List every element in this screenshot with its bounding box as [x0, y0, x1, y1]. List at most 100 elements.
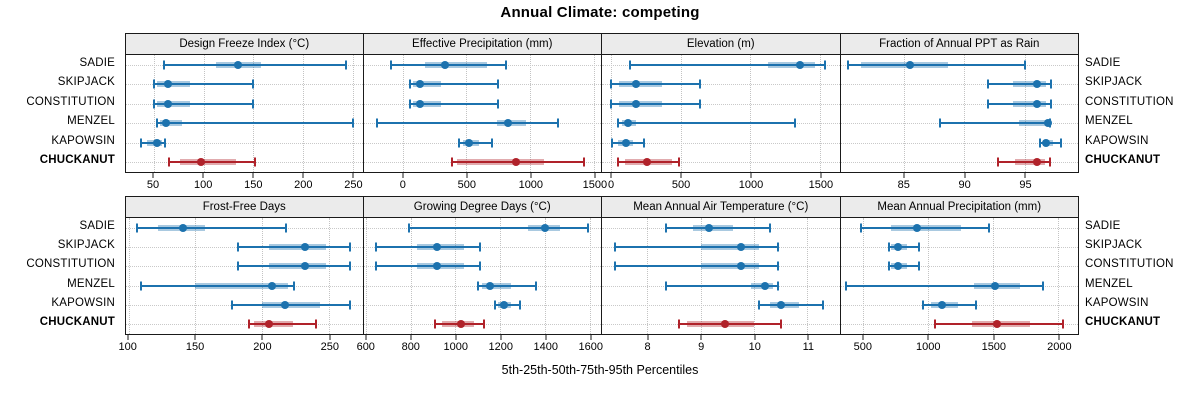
- iqr-band-SADIE: [767, 61, 816, 68]
- axis-tick: [530, 173, 532, 178]
- panel-strip-title: Elevation (m): [686, 38, 755, 50]
- site-label-SADIE: SADIE: [1085, 219, 1121, 232]
- whisker-cap-MENZEL: [476, 281, 479, 291]
- iqr-band-MENZEL: [195, 282, 288, 289]
- axis-tick-label: 50: [146, 179, 160, 191]
- gridline-vertical: [466, 55, 468, 172]
- gridline-vertical: [365, 218, 367, 334]
- whisker-cap-CONSTITUTION: [699, 99, 702, 109]
- iqr-band-SADIE: [861, 61, 949, 68]
- whisker-cap-SADIE: [769, 223, 772, 233]
- axis-tick-label: 1000: [443, 341, 468, 353]
- whisker-cap-KAPOWSIN: [611, 138, 614, 148]
- median-dot-SADIE: [912, 223, 921, 232]
- whisker-cap-SADIE: [1023, 60, 1026, 70]
- whisker-cap-CONSTITUTION: [349, 261, 352, 271]
- whisker-cap-KAPOWSIN: [163, 138, 166, 148]
- whisker-cap-CONSTITUTION: [374, 261, 377, 271]
- whisker-cap-CONSTITUTION: [1050, 99, 1053, 109]
- whisker-KAPOWSIN: [1040, 141, 1062, 144]
- axis-tick: [1024, 173, 1026, 178]
- iqr-band-CONSTITUTION: [619, 100, 662, 107]
- panel-strip-title: Frost-Free Days: [202, 201, 286, 213]
- whisker-cap-MENZEL: [139, 281, 142, 291]
- median-dot-KAPOWSIN: [621, 138, 630, 147]
- gridline-vertical: [807, 218, 809, 334]
- gridline-vertical: [195, 218, 197, 334]
- axis-tick-label: 500: [853, 341, 872, 353]
- iqr-band-CONSTITUTION: [156, 100, 190, 107]
- median-dot-CHUCKANUT: [456, 320, 465, 329]
- axis-tick: [261, 335, 263, 340]
- median-dot-SKIPJACK: [433, 243, 442, 251]
- axis-tick-label: 10: [748, 341, 761, 353]
- panel-Design Freeze Index (°C): Design Freeze Index (°C) 50 100 150 200 250: [125, 33, 364, 195]
- whisker-cap-CHUCKANUT: [254, 157, 257, 167]
- site-label-MENZEL: MENZEL: [1085, 277, 1133, 290]
- whisker-cap-KAPOWSIN: [519, 300, 522, 310]
- gridline-vertical: [819, 55, 821, 172]
- whisker-cap-CONSTITUTION: [777, 261, 780, 271]
- site-label-MENZEL: MENZEL: [67, 277, 115, 290]
- gridline-vertical: [1058, 218, 1060, 334]
- axis-tick-label: 1000: [518, 179, 544, 191]
- panel-Mean Annual Precipitation (mm): Mean Annual Precipitation (mm) 500 1000 150…: [839, 196, 1079, 357]
- median-dot-CHUCKANUT: [264, 320, 273, 329]
- panel-axis: 50 100 150 200 250: [125, 173, 364, 195]
- whisker-cap-MENZEL: [617, 118, 620, 128]
- whisker-cap-MENZEL: [1042, 281, 1045, 291]
- whisker-cap-SKIPJACK: [888, 242, 891, 252]
- whisker-cap-MENZEL: [376, 118, 379, 128]
- whisker-cap-CHUCKANUT: [678, 157, 681, 167]
- median-dot-KAPOWSIN: [464, 138, 473, 147]
- iqr-band-SKIPJACK: [268, 244, 327, 250]
- whisker-cap-MENZEL: [293, 281, 296, 291]
- gridline-vertical: [203, 55, 205, 172]
- median-dot-MENZEL: [760, 281, 769, 290]
- whisker-CONSTITUTION: [238, 265, 351, 268]
- gridline-horizontal: [840, 162, 1078, 164]
- whisker-cap-KAPOWSIN: [493, 300, 496, 310]
- iqr-band-SKIPJACK: [700, 244, 760, 250]
- axis-tick-label: 200: [253, 341, 272, 353]
- iqr-band-KAPOWSIN: [262, 302, 320, 308]
- gridline-horizontal: [602, 84, 840, 86]
- axis-tick-label: 0: [399, 179, 406, 191]
- whisker-cap-MENZEL: [844, 281, 847, 291]
- whisker-SKIPJACK: [409, 83, 499, 86]
- whisker-cap-CONSTITUTION: [252, 99, 255, 109]
- axis-tick: [302, 173, 304, 178]
- median-dot-SKIPJACK: [416, 80, 425, 89]
- axis-tick: [127, 335, 129, 340]
- whisker-cap-SADIE: [408, 223, 411, 233]
- whisker-SADIE: [163, 63, 346, 66]
- gridline-vertical: [352, 55, 354, 172]
- axis-tick: [329, 335, 331, 340]
- iqr-band-CHUCKANUT: [457, 159, 545, 166]
- axis-tick-label: 85: [897, 179, 910, 191]
- whisker-cap-SADIE: [344, 60, 347, 70]
- whisker-cap-SADIE: [860, 223, 863, 233]
- whisker-cap-SADIE: [285, 223, 288, 233]
- axis-tick-label: 1400: [533, 341, 558, 353]
- axis-tick-label: 1000: [916, 341, 941, 353]
- median-dot-KAPOWSIN: [152, 138, 161, 147]
- gridline-vertical: [1024, 55, 1026, 172]
- gridline-horizontal: [126, 142, 363, 144]
- gridline-vertical: [302, 55, 304, 172]
- whisker-CONSTITUTION: [615, 265, 779, 268]
- axis-tick-label: 1200: [488, 341, 513, 353]
- panel-Mean Annual Air Temperature (°C): Mean Annual Air Temperature (°C) 8 9 10 11: [601, 196, 841, 357]
- whisker-cap-SKIPJACK: [349, 242, 352, 252]
- gridline-horizontal: [602, 142, 840, 144]
- iqr-band-MENZEL: [1018, 120, 1049, 127]
- panel-axis: 85 90 95: [841, 173, 1080, 195]
- whisker-SADIE: [666, 226, 771, 229]
- gridline-vertical: [410, 218, 412, 334]
- median-dot-CONSTITUTION: [632, 99, 641, 108]
- whisker-KAPOWSIN: [923, 304, 976, 306]
- site-label-MENZEL: MENZEL: [67, 115, 115, 128]
- median-dot-SADIE: [234, 60, 243, 69]
- panel-strip-title: Growing Degree Days (°C): [413, 201, 551, 213]
- panel-plot-area: [362, 54, 602, 173]
